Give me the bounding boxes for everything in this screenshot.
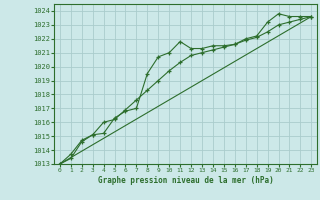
X-axis label: Graphe pression niveau de la mer (hPa): Graphe pression niveau de la mer (hPa) [98,176,274,185]
